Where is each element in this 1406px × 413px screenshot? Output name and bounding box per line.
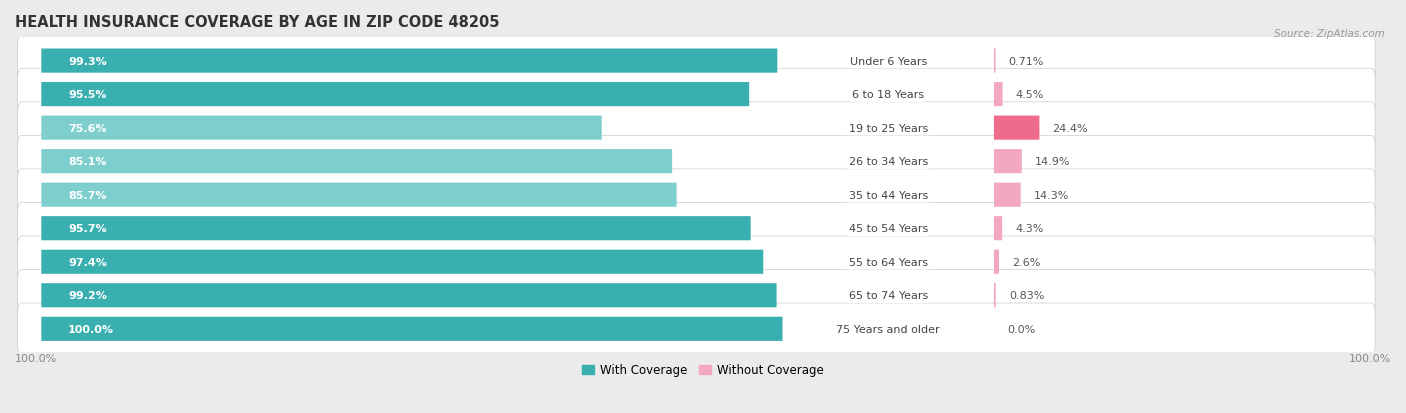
Text: 95.5%: 95.5% [67,90,107,100]
Text: 0.71%: 0.71% [1008,57,1045,66]
Text: Source: ZipAtlas.com: Source: ZipAtlas.com [1274,29,1385,39]
FancyBboxPatch shape [994,217,1002,241]
FancyBboxPatch shape [994,283,995,308]
Text: 0.83%: 0.83% [1010,291,1045,301]
FancyBboxPatch shape [41,50,778,74]
FancyBboxPatch shape [41,116,602,140]
Text: 100.0%: 100.0% [1348,353,1391,363]
Text: 45 to 54 Years: 45 to 54 Years [849,224,928,234]
Text: 99.2%: 99.2% [67,291,107,301]
FancyBboxPatch shape [41,83,749,107]
Text: 2.6%: 2.6% [1012,257,1040,267]
Text: 0.0%: 0.0% [1007,324,1036,334]
FancyBboxPatch shape [994,150,1022,174]
FancyBboxPatch shape [994,250,1000,274]
FancyBboxPatch shape [41,250,763,274]
Text: 26 to 34 Years: 26 to 34 Years [849,157,928,167]
FancyBboxPatch shape [41,150,672,174]
FancyBboxPatch shape [41,183,676,207]
FancyBboxPatch shape [18,169,1375,221]
Text: 99.3%: 99.3% [67,57,107,66]
Text: 14.9%: 14.9% [1035,157,1070,167]
Text: 55 to 64 Years: 55 to 64 Years [849,257,928,267]
FancyBboxPatch shape [994,116,1039,140]
Text: 65 to 74 Years: 65 to 74 Years [849,291,928,301]
FancyBboxPatch shape [18,236,1375,288]
FancyBboxPatch shape [994,83,1002,107]
Text: Under 6 Years: Under 6 Years [849,57,927,66]
Text: 4.5%: 4.5% [1015,90,1045,100]
Text: 75.6%: 75.6% [67,123,107,133]
Text: 35 to 44 Years: 35 to 44 Years [849,190,928,200]
FancyBboxPatch shape [18,270,1375,321]
FancyBboxPatch shape [994,50,995,74]
FancyBboxPatch shape [41,217,751,241]
FancyBboxPatch shape [994,183,1021,207]
Text: 14.3%: 14.3% [1033,190,1069,200]
Text: 97.4%: 97.4% [67,257,107,267]
Text: 100.0%: 100.0% [15,353,58,363]
Text: 95.7%: 95.7% [67,224,107,234]
FancyBboxPatch shape [18,203,1375,254]
Text: 6 to 18 Years: 6 to 18 Years [852,90,924,100]
Text: 4.3%: 4.3% [1015,224,1043,234]
Text: HEALTH INSURANCE COVERAGE BY AGE IN ZIP CODE 48205: HEALTH INSURANCE COVERAGE BY AGE IN ZIP … [15,15,499,30]
FancyBboxPatch shape [18,303,1375,355]
Legend: With Coverage, Without Coverage: With Coverage, Without Coverage [578,359,828,381]
FancyBboxPatch shape [18,36,1375,87]
Text: 24.4%: 24.4% [1053,123,1088,133]
FancyBboxPatch shape [41,317,783,341]
Text: 19 to 25 Years: 19 to 25 Years [849,123,928,133]
Text: 85.7%: 85.7% [67,190,107,200]
Text: 75 Years and older: 75 Years and older [837,324,941,334]
FancyBboxPatch shape [18,102,1375,154]
FancyBboxPatch shape [18,69,1375,121]
Text: 85.1%: 85.1% [67,157,107,167]
Text: 100.0%: 100.0% [67,324,114,334]
FancyBboxPatch shape [18,136,1375,188]
FancyBboxPatch shape [41,283,776,308]
